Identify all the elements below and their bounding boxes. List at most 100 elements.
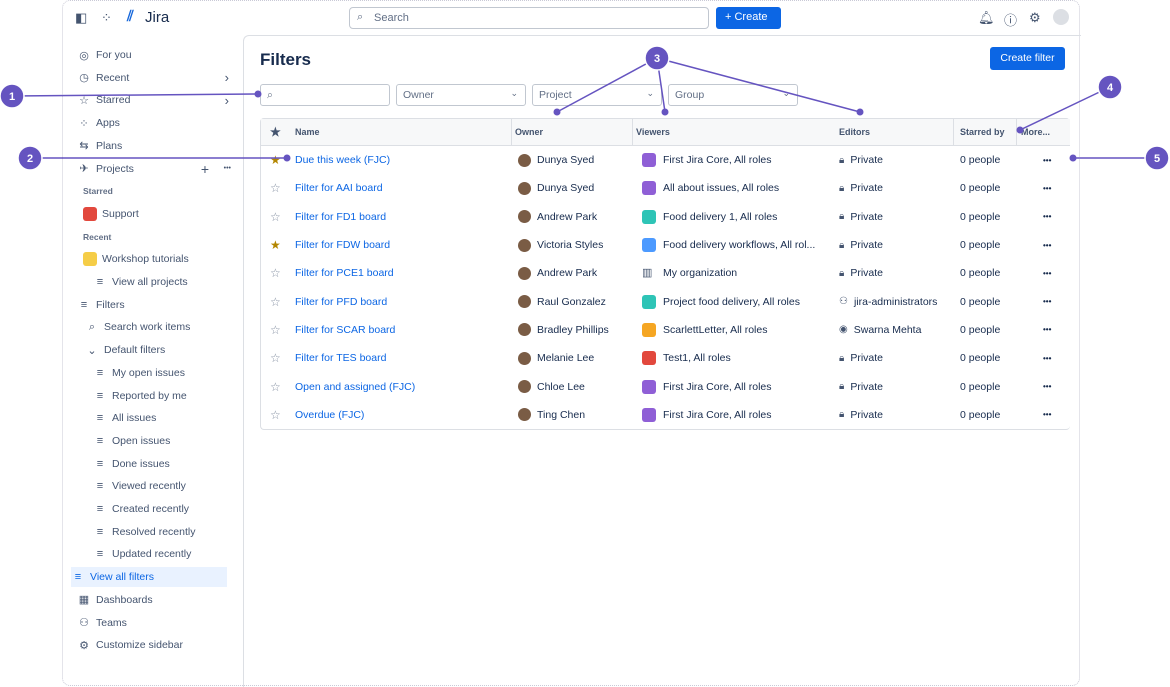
sidebar-item[interactable]: ✈ Projects + ••• [77, 159, 233, 179]
avatar [518, 323, 531, 337]
filter-name-link[interactable]: Open and assigned (FJC) [295, 380, 416, 393]
create-button[interactable]: + Create [716, 7, 781, 29]
more-actions-icon[interactable]: ••• [1043, 325, 1052, 335]
more-actions-icon[interactable]: ••• [1043, 240, 1052, 250]
gear-icon[interactable]: ⚙ [1029, 10, 1041, 25]
editors-cell: ⚇ jira-administrators [839, 287, 937, 315]
chevron-right-icon[interactable]: › [224, 92, 229, 108]
callout-dot [553, 108, 561, 116]
default-filters[interactable]: ⌄ Default filters [85, 340, 241, 360]
top-nav: ◧ ⁘ ⫽ Jira ⌕ Search + Create 🔔︎ ⓘ ⚙ [63, 1, 1079, 35]
search-input[interactable]: ⌕ Search [349, 7, 709, 29]
editors-text: Private [850, 154, 884, 167]
project-dropdown[interactable]: Project ⌄ [532, 84, 662, 106]
avatar [518, 153, 531, 167]
project-item[interactable]: Support [83, 204, 239, 224]
star-icon[interactable]: ☆ [270, 181, 281, 196]
chevron-down-icon: ⌄ [510, 88, 518, 98]
create-filter-button[interactable]: Create filter [990, 47, 1065, 70]
owner-dropdown[interactable]: Owner ⌄ [396, 84, 526, 106]
more-actions-icon[interactable]: ••• [1043, 410, 1052, 420]
more-actions-icon[interactable]: ••• [1043, 183, 1052, 193]
more-actions-icon[interactable]: ••• [1043, 297, 1052, 307]
column-header[interactable]: Owner [515, 127, 544, 137]
default-filter-item[interactable]: ≡ Open issues [93, 431, 249, 451]
sidebar-item[interactable]: ⁘ Apps [77, 113, 233, 133]
jira-logo-icon[interactable]: ⫽ [127, 8, 134, 25]
avatar [518, 238, 531, 252]
star-icon[interactable]: ☆ [270, 209, 281, 224]
default-filter-item[interactable]: ≡ Done issues [93, 454, 249, 474]
filter-name-link[interactable]: Filter for PFD board [295, 295, 388, 308]
default-filter-item[interactable]: ≡ Viewed recently [93, 476, 249, 496]
star-icon[interactable]: ☆ [270, 294, 281, 309]
sidebar-item-label: My open issues [112, 366, 185, 379]
chevron-right-icon[interactable]: › [224, 70, 229, 86]
sidebar-toggle-icon[interactable]: ◧ [75, 10, 88, 25]
help-icon[interactable]: ⓘ [1004, 13, 1018, 28]
more-actions-icon[interactable]: ••• [1043, 155, 1052, 165]
sidebar-item-label: Resolved recently [112, 525, 196, 538]
default-filter-item[interactable]: ≡ Resolved recently [93, 522, 249, 542]
default-filter-item[interactable]: ≡ Reported by me [93, 386, 249, 406]
filter-name-link[interactable]: Filter for PCE1 board [295, 267, 394, 280]
star-icon[interactable]: ★ [270, 153, 281, 168]
default-filter-item[interactable]: ≡ Updated recently [93, 544, 249, 564]
sidebar-item[interactable]: ☆ Starred › [77, 90, 233, 110]
sidebar-item[interactable]: ◎ For you [77, 45, 233, 65]
sidebar-item-label: View all projects [112, 276, 188, 288]
column-header[interactable]: Editors [839, 127, 871, 137]
sidebar-item[interactable]: ◷ Recent › [77, 68, 233, 88]
avatar-icon[interactable] [1053, 9, 1069, 25]
avatar [518, 351, 531, 365]
default-filter-item[interactable]: ≡ All issues [93, 408, 249, 428]
sidebar-item-filters[interactable]: ≡ Filters [77, 295, 233, 315]
filter-name-link[interactable]: Filter for TES board [295, 352, 387, 365]
star-icon[interactable]: ☆ [270, 322, 281, 337]
star-icon[interactable]: ☆ [270, 266, 281, 281]
callout-line [656, 57, 861, 113]
create-label: Create [734, 11, 768, 23]
project-icon [642, 238, 656, 253]
sidebar-item[interactable]: ⚙ Customize sidebar [77, 635, 233, 655]
sidebar-item-label: Search work items [104, 321, 191, 334]
more-icon[interactable]: ••• [223, 165, 231, 172]
default-filter-item[interactable]: ≡ My open issues [93, 363, 249, 383]
editors-cell: 🔒︎ Private [839, 231, 883, 259]
lock-icon: 🔒︎ [839, 409, 845, 421]
more-actions-icon[interactable]: ••• [1043, 382, 1052, 392]
sidebar-item[interactable]: ⇆ Plans [77, 136, 233, 156]
search-work-items[interactable]: ⌕ Search work items [85, 317, 241, 337]
more-actions-icon[interactable]: ••• [1043, 353, 1052, 363]
owner-name: Andrew Park [537, 267, 598, 280]
star-icon[interactable]: ☆ [270, 379, 281, 394]
star-icon[interactable]: ☆ [270, 407, 281, 422]
filter-name-link[interactable]: Overdue (FJC) [295, 408, 365, 421]
view-all-projects[interactable]: ≡ View all projects [93, 272, 249, 292]
default-filter-item[interactable]: ≡ Created recently [93, 499, 249, 519]
column-header[interactable]: Starred by [960, 127, 1005, 137]
star-header-icon[interactable]: ★ [270, 125, 281, 139]
bell-icon[interactable]: 🔔︎ [978, 10, 995, 25]
filter-name-link[interactable]: Due this week (FJC) [295, 154, 391, 167]
column-header[interactable]: More... [1021, 127, 1051, 137]
filter-name-link[interactable]: Filter for FD1 board [295, 210, 387, 223]
more-actions-icon[interactable]: ••• [1043, 268, 1052, 278]
star-icon[interactable]: ☆ [270, 351, 281, 366]
callout-number: 3 [654, 53, 660, 65]
project-item-icon [83, 206, 97, 221]
sidebar-item-icon: ⇆ [79, 140, 89, 153]
more-actions-icon[interactable]: ••• [1043, 212, 1052, 222]
column-header[interactable]: Viewers [636, 127, 670, 137]
view-all-filters[interactable]: ≡ View all filters [71, 567, 227, 588]
filter-name-link[interactable]: Filter for AAI board [295, 182, 383, 195]
column-header[interactable]: Name [295, 127, 320, 137]
sidebar-item[interactable]: ▦ Dashboards [77, 590, 233, 610]
app-switcher-icon[interactable]: ⁘ [101, 10, 112, 25]
filter-name-link[interactable]: Filter for FDW board [295, 239, 391, 252]
project-item[interactable]: Workshop tutorials [83, 249, 239, 269]
add-project-icon[interactable]: + [200, 160, 209, 177]
sidebar-item[interactable]: ⚇ Teams [77, 613, 233, 633]
star-icon[interactable]: ★ [270, 238, 281, 253]
filter-name-link[interactable]: Filter for SCAR board [295, 323, 396, 336]
